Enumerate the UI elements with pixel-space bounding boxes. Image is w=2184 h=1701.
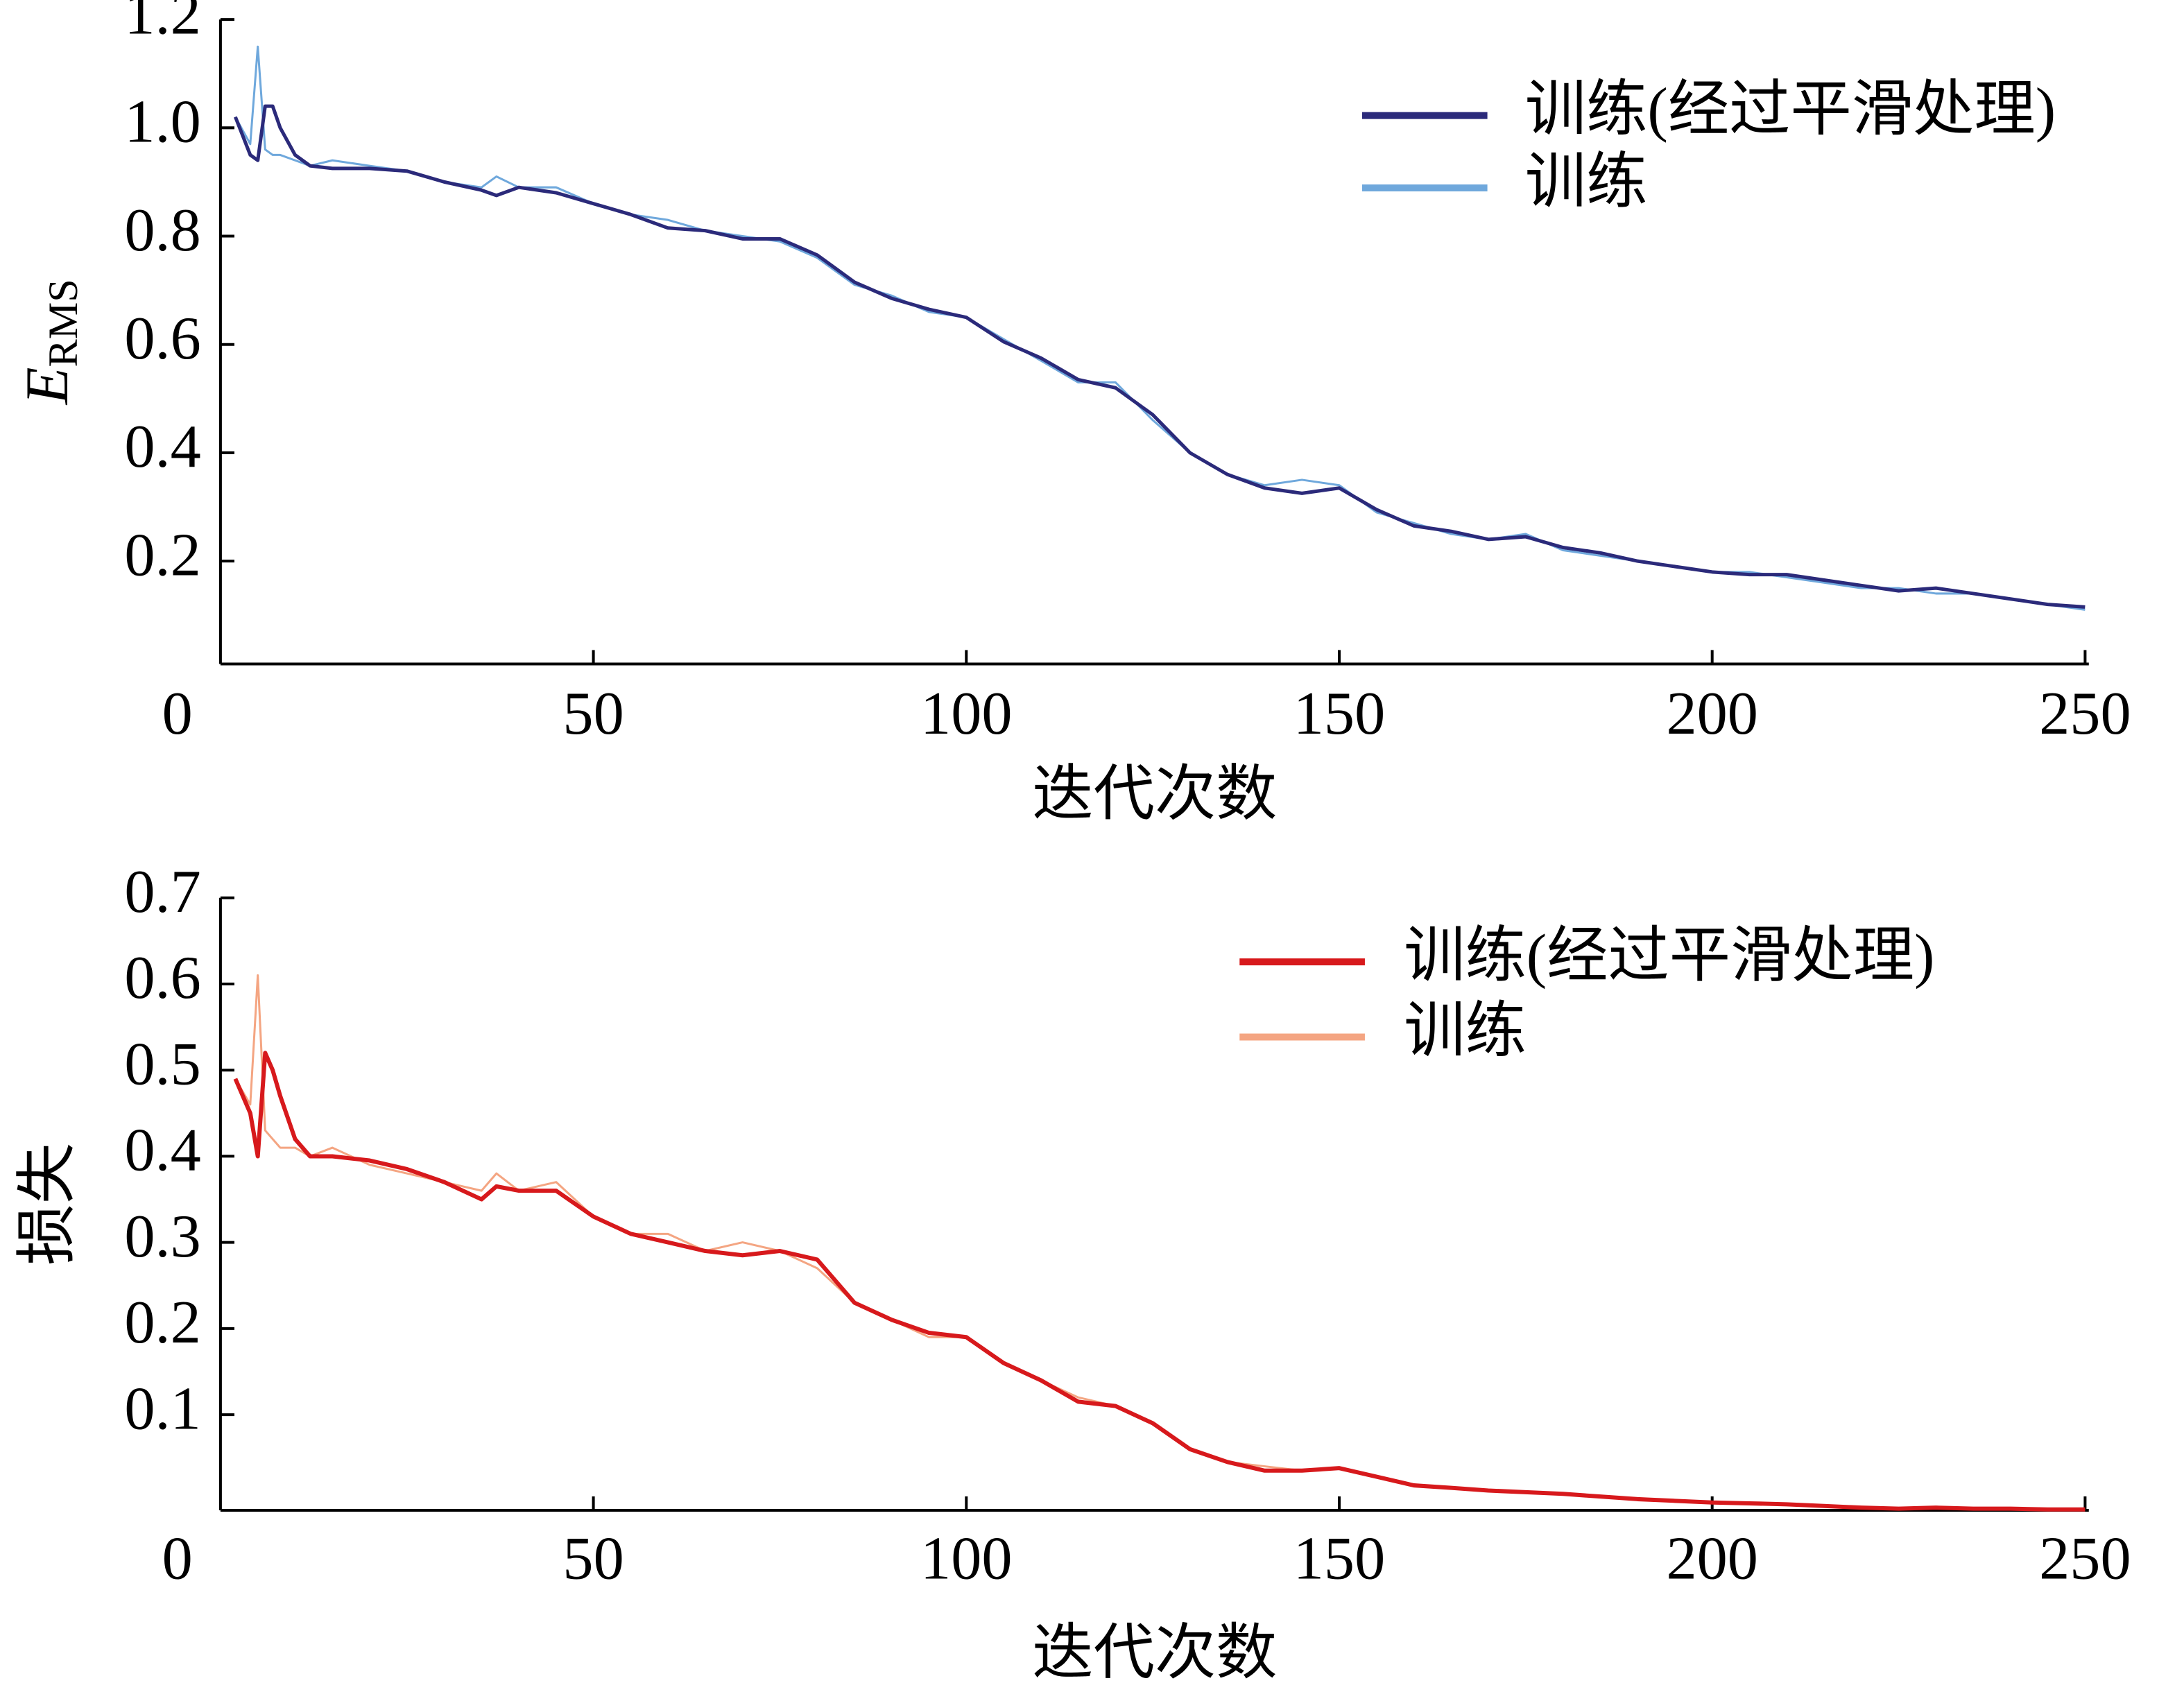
y-axis-title: 损失 bbox=[13, 1143, 81, 1266]
x-tick-label: 150 bbox=[1293, 1525, 1385, 1593]
x-tick-label: 50 bbox=[562, 1525, 624, 1593]
y-tick-label: 0.6 bbox=[124, 304, 200, 372]
plot: 0.1 0.2 0.3 0.4 0.5 0.6 0.7 0 50 100 150 200 250 迭代次数… bbox=[13, 858, 2131, 1687]
y-tick-label: 0.2 bbox=[124, 1288, 200, 1356]
x-axis-title: 迭代次数 bbox=[1032, 1619, 1277, 1687]
series-line bbox=[234, 104, 2086, 609]
plot: 0.2 0.4 0.6 0.8 1.0 1.2 0 50 100 150 200 250 迭代次数 ERM… bbox=[13, 0, 2131, 829]
y-axis-title-main: E bbox=[13, 367, 81, 406]
x-tick-label: 250 bbox=[2039, 680, 2131, 748]
y-tick-label: 0.1 bbox=[124, 1374, 200, 1442]
x-tick-label: 200 bbox=[1666, 680, 1757, 748]
x-tick-label: 100 bbox=[920, 1525, 1012, 1593]
legend-label: 训练(经过平滑处理) bbox=[1404, 922, 1934, 990]
y-tick-label: 0.3 bbox=[124, 1202, 200, 1270]
y-tick-label: 0.2 bbox=[124, 521, 200, 589]
series-line bbox=[234, 45, 2086, 611]
legend-label: 训练 bbox=[1525, 148, 1648, 216]
y-tick-label: 0.4 bbox=[124, 413, 200, 481]
x-tick-label: 100 bbox=[920, 680, 1012, 748]
x-axis-title: 迭代次数 bbox=[1032, 761, 1277, 829]
x-tick-label: 150 bbox=[1293, 680, 1385, 748]
y-tick-label: 1.2 bbox=[124, 0, 200, 47]
y-tick-label: 0.4 bbox=[124, 1116, 200, 1184]
legend-label: 训练 bbox=[1404, 997, 1527, 1065]
y-tick-label: 0.8 bbox=[124, 196, 200, 264]
y-tick-label: 0.7 bbox=[124, 858, 200, 926]
y-axis-title: ERMS bbox=[13, 279, 87, 406]
y-axis-title-sub: RMS bbox=[40, 279, 87, 367]
legend-label: 训练(经过平滑处理) bbox=[1525, 76, 2056, 144]
series-line bbox=[233, 1051, 2086, 1512]
y-tick-label: 0.6 bbox=[124, 944, 200, 1012]
x-tick-label: 0 bbox=[162, 680, 193, 748]
x-tick-label: 250 bbox=[2039, 1525, 2131, 1593]
x-tick-label: 0 bbox=[162, 1525, 193, 1593]
x-tick-label: 50 bbox=[562, 680, 624, 748]
y-tick-label: 0.5 bbox=[124, 1030, 200, 1098]
y-tick-label: 1.0 bbox=[124, 88, 200, 156]
x-tick-label: 200 bbox=[1666, 1525, 1757, 1593]
